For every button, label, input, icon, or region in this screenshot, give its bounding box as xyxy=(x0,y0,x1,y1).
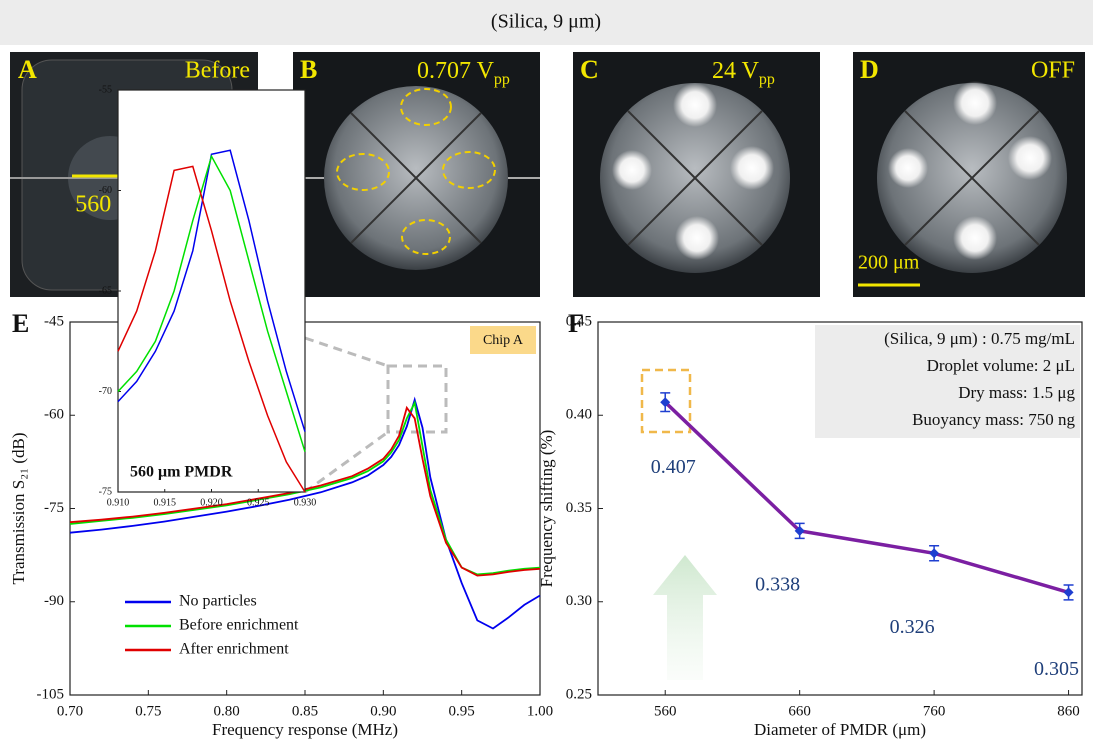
annotation: Chip A xyxy=(483,333,524,348)
x-tick-label: 0.70 xyxy=(57,703,83,719)
x-tick-label: 0.85 xyxy=(292,703,318,719)
panel-label: F xyxy=(568,309,584,338)
x-tick-label: 0.915 xyxy=(154,497,177,508)
photo-label-main: 24 V xyxy=(712,58,760,84)
photo-label-sub: pp xyxy=(494,71,510,88)
x-axis-label: Frequency response (MHz) xyxy=(212,720,398,739)
photo-label-main: 0.707 V xyxy=(417,58,495,84)
photo-d: D OFF 200 μm xyxy=(853,52,1085,297)
x-tick-label: 860 xyxy=(1057,703,1080,719)
photo-label: 0.707 Vpp xyxy=(417,58,510,88)
photo-label: 24 Vpp xyxy=(712,58,775,88)
zoom-box xyxy=(386,364,448,434)
x-tick-label: 0.930 xyxy=(294,497,317,508)
data-label: 0.326 xyxy=(890,616,935,638)
marker xyxy=(660,397,671,408)
legend-label: Before enrichment xyxy=(179,617,299,634)
series-line xyxy=(663,400,1070,595)
x-axis-label: Diameter of PMDR (μm) xyxy=(754,720,926,739)
panel-label: D xyxy=(860,55,879,84)
marker xyxy=(794,525,805,536)
panel-label: A xyxy=(18,55,37,84)
y-tick-label: -75 xyxy=(99,486,112,497)
y-tick-label: -70 xyxy=(99,386,112,397)
y-tick-label: 0.40 xyxy=(566,407,592,423)
photo-label: Before xyxy=(185,58,250,84)
info-line: Droplet volume: 2 μL xyxy=(927,356,1075,375)
y-axis-label: Frequency shifting (%) xyxy=(537,430,556,588)
x-tick-label: 0.90 xyxy=(370,703,396,719)
y-tick-label: -60 xyxy=(44,407,64,423)
photo-c: C 24 Vpp xyxy=(573,52,820,297)
y-tick-label: -55 xyxy=(99,84,112,95)
y-axis-label: Transmission S₂₁ (dB) xyxy=(9,433,28,585)
header-band xyxy=(0,0,1093,45)
y-tick-label: 0.35 xyxy=(566,500,592,516)
x-tick-label: 0.925 xyxy=(247,497,270,508)
photo-b: B 0.707 Vpp xyxy=(293,52,540,297)
x-tick-label: 0.920 xyxy=(200,497,223,508)
panel-label: B xyxy=(300,55,317,84)
x-tick-label: 0.80 xyxy=(214,703,240,719)
arrow xyxy=(653,555,717,680)
photo-label-sub: pp xyxy=(759,71,775,88)
y-tick-label: -90 xyxy=(44,593,64,609)
marker xyxy=(1063,587,1074,598)
y-tick-label: -65 xyxy=(99,285,112,296)
header: (Silica, 9 μm) xyxy=(491,11,601,33)
info-line: (Silica, 9 μm) : 0.75 mg/mL xyxy=(884,329,1075,348)
x-tick-label: 760 xyxy=(923,703,946,719)
legend-label: No particles xyxy=(179,593,257,610)
y-tick-label: 0.45 xyxy=(566,313,592,329)
x-tick-label: 0.910 xyxy=(107,497,130,508)
highlight-box xyxy=(640,368,692,434)
series-line xyxy=(117,165,306,493)
data-label: 0.338 xyxy=(755,573,800,595)
x-tick-label: 0.75 xyxy=(135,703,161,719)
y-tick-label: 0.30 xyxy=(566,593,592,609)
y-tick-label: -105 xyxy=(37,686,65,702)
zoom-connector xyxy=(304,336,389,368)
series-line xyxy=(117,154,306,453)
panel-label: C xyxy=(580,55,599,84)
series-line xyxy=(69,399,541,576)
panel-label: E xyxy=(12,309,29,338)
info-box xyxy=(815,325,1080,438)
annotation-box xyxy=(470,326,536,354)
x-tick-label: 1.00 xyxy=(527,703,553,719)
zoom-connector xyxy=(304,430,389,494)
photo-label: OFF xyxy=(1031,58,1075,84)
legend-label: After enrichment xyxy=(179,641,289,658)
marker xyxy=(929,548,940,559)
x-tick-label: 660 xyxy=(788,703,811,719)
data-label: 0.407 xyxy=(651,456,696,478)
data-label: 0.305 xyxy=(1034,658,1079,680)
y-tick-label: -60 xyxy=(99,185,112,196)
info-line: Buoyancy mass: 750 ng xyxy=(912,410,1075,429)
y-tick-label: 0.25 xyxy=(566,686,592,702)
info-line: Dry mass: 1.5 μg xyxy=(958,383,1075,402)
y-tick-label: -75 xyxy=(44,500,64,516)
y-tick-label: -45 xyxy=(44,313,64,329)
series-line xyxy=(69,405,541,577)
scale-label: 200 μm xyxy=(858,252,920,274)
inset-label: 560 μm PMDR xyxy=(130,464,233,481)
series-line xyxy=(69,396,541,630)
x-tick-label: 560 xyxy=(654,703,677,719)
x-tick-label: 0.95 xyxy=(449,703,475,719)
charts: 0.70 0.75 0.80 0.85 0.90 0.95 1.00 -105 -90 -75 -6… xyxy=(9,84,1083,739)
plot-frame xyxy=(117,89,306,493)
series-line xyxy=(117,149,306,432)
